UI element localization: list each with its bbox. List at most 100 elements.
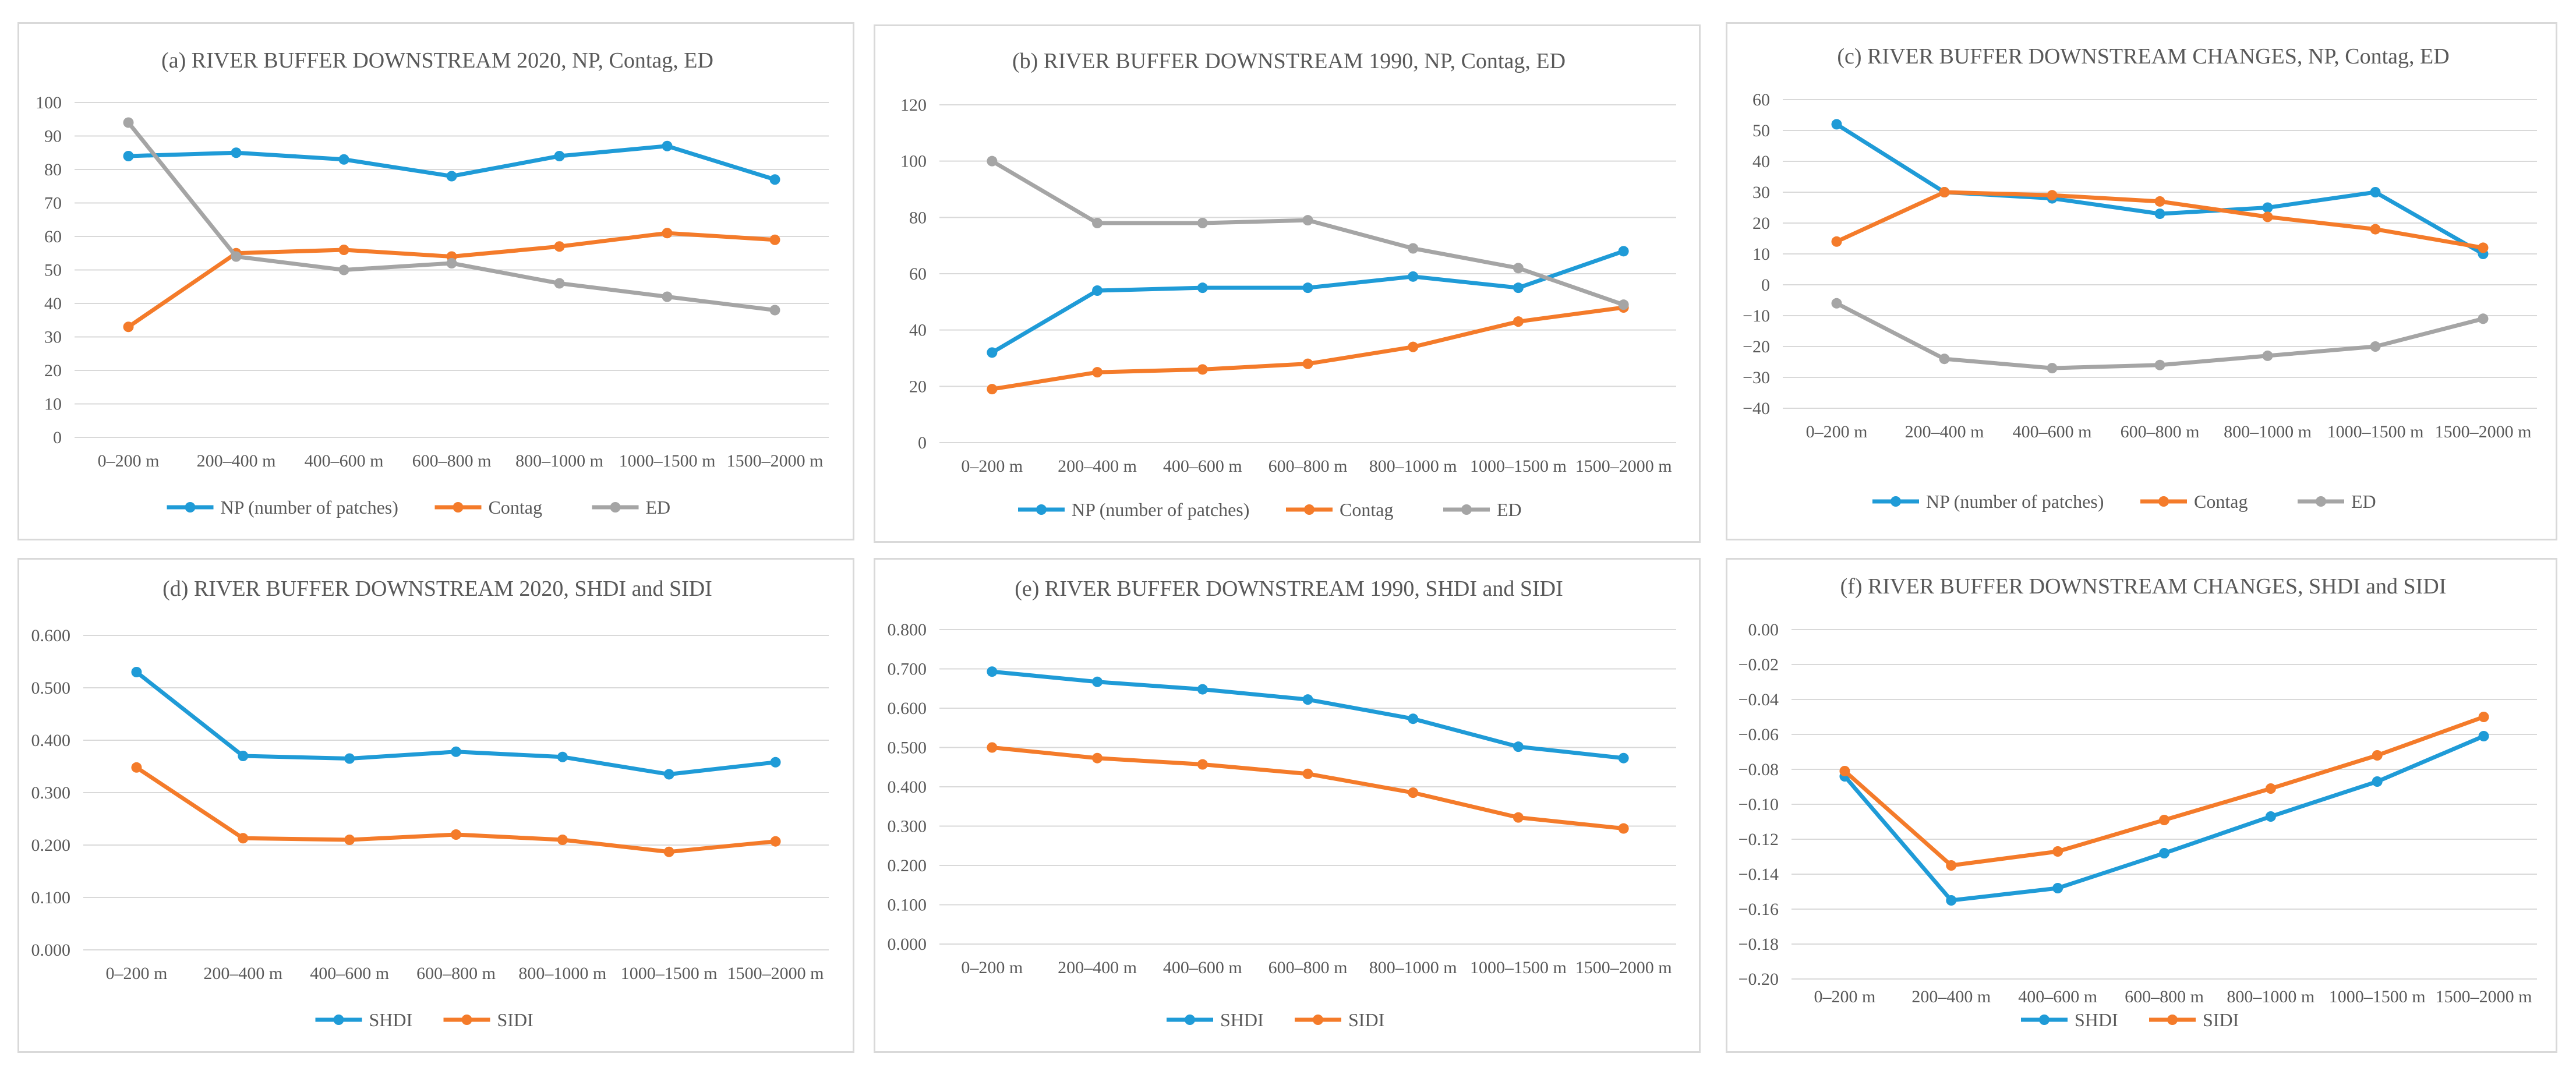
- chart-title-e: (e) RIVER BUFFER DOWNSTREAM 1990, SHDI a…: [1015, 577, 1563, 601]
- data-point-shdi: [1197, 684, 1208, 695]
- legend-item: Contag: [434, 497, 542, 518]
- y-tick-label: 40: [44, 294, 62, 313]
- chart-a: (a) RIVER BUFFER DOWNSTREAM 2020, NP, Co…: [36, 48, 829, 518]
- legend-label: SIDI: [2203, 1009, 2239, 1030]
- data-point-ed: [1408, 243, 1419, 254]
- data-point-np: [2370, 187, 2381, 197]
- legend-marker: [185, 502, 196, 513]
- data-point-contag: [2262, 211, 2273, 222]
- data-point-np: [769, 174, 780, 185]
- y-tick-label: 0: [53, 428, 62, 447]
- legend-label: NP (number of patches): [221, 497, 398, 518]
- data-point-sidi: [2478, 712, 2489, 722]
- chart-b: (b) RIVER BUFFER DOWNSTREAM 1990, NP, Co…: [900, 49, 1676, 520]
- y-tick-label: −30: [1743, 368, 1770, 387]
- data-point-np: [662, 140, 673, 151]
- x-tick-label: 200–400 m: [203, 964, 282, 983]
- y-tick-label: 50: [44, 261, 62, 280]
- data-point-np: [446, 171, 457, 182]
- x-tick-label: 400–600 m: [2013, 422, 2092, 441]
- x-tick-label: 1000–1500 m: [2329, 987, 2426, 1006]
- y-tick-label: −0.06: [1738, 725, 1779, 744]
- data-point-ed: [338, 264, 349, 275]
- data-point-shdi: [2265, 811, 2276, 822]
- chart-panel-b: (b) RIVER BUFFER DOWNSTREAM 1990, NP, Co…: [874, 24, 1701, 543]
- legend-marker: [453, 502, 464, 513]
- legend-label: SIDI: [497, 1009, 533, 1030]
- y-tick-label: 0.400: [888, 777, 927, 797]
- x-tick-label: 800–1000 m: [1369, 958, 1457, 977]
- series-line-contag: [126, 231, 777, 329]
- y-tick-label: 0.300: [888, 817, 927, 836]
- x-tick-label: 0–200 m: [1814, 987, 1876, 1006]
- y-tick-label: 20: [1752, 214, 1770, 233]
- data-point-sidi: [238, 833, 249, 844]
- legend-marker: [2158, 496, 2169, 507]
- data-point-contag: [1092, 367, 1103, 378]
- legend-item: SIDI: [1295, 1009, 1384, 1030]
- y-tick-label: −0.12: [1738, 830, 1779, 849]
- legend-label: Contag: [489, 497, 542, 518]
- data-point-ed: [987, 155, 998, 167]
- data-point-shdi: [131, 667, 142, 677]
- data-point-contag: [2047, 190, 2058, 201]
- y-tick-label: 0.100: [31, 888, 71, 907]
- data-point-np: [554, 151, 565, 161]
- data-point-ed: [1618, 299, 1629, 310]
- data-point-sidi: [2159, 815, 2169, 825]
- x-tick-label: 1500–2000 m: [727, 964, 824, 983]
- y-tick-label: 10: [44, 395, 62, 414]
- chart-title-f: (f) RIVER BUFFER DOWNSTREAM CHANGES, SHD…: [1840, 574, 2447, 599]
- data-point-shdi: [987, 666, 998, 677]
- legend-item: Contag: [2140, 491, 2248, 512]
- x-tick-label: 200–400 m: [1058, 457, 1137, 476]
- chart-panel-d: (d) RIVER BUFFER DOWNSTREAM 2020, SHDI a…: [17, 558, 854, 1053]
- y-tick-label: 60: [1752, 90, 1770, 109]
- data-point-np: [987, 347, 998, 358]
- x-tick-label: 200–400 m: [1058, 958, 1137, 977]
- x-tick-label: 0–200 m: [106, 964, 168, 983]
- data-point-np: [123, 151, 134, 161]
- y-tick-label: 0.500: [31, 678, 71, 698]
- x-tick-label: 0–200 m: [961, 958, 1023, 977]
- data-point-contag: [123, 321, 134, 333]
- chart-e: (e) RIVER BUFFER DOWNSTREAM 1990, SHDI a…: [888, 577, 1676, 1030]
- data-point-contag: [662, 228, 673, 239]
- data-point-sidi: [987, 742, 998, 753]
- x-tick-label: 1000–1500 m: [1470, 457, 1567, 476]
- data-point-np: [1302, 282, 1313, 294]
- data-point-sidi: [1513, 812, 1524, 823]
- data-point-contag: [2370, 224, 2381, 235]
- data-point-sidi: [1946, 860, 1957, 871]
- data-point-np: [2262, 202, 2273, 213]
- data-point-ed: [1939, 354, 1950, 365]
- data-point-ed: [1513, 263, 1524, 274]
- data-point-sidi: [1839, 766, 1850, 776]
- x-tick-label: 400–600 m: [1163, 457, 1242, 476]
- data-point-sidi: [1408, 787, 1419, 798]
- y-tick-label: −10: [1743, 306, 1770, 326]
- data-point-contag: [1302, 358, 1313, 369]
- data-point-contag: [1831, 236, 1842, 247]
- chart-panel-a: (a) RIVER BUFFER DOWNSTREAM 2020, NP, Co…: [17, 22, 854, 540]
- series-line-contag: [990, 305, 1626, 391]
- y-tick-label: 0.400: [31, 731, 71, 750]
- y-tick-label: 70: [44, 194, 62, 213]
- legend-label: SIDI: [1348, 1009, 1384, 1030]
- x-tick-label: 1000–1500 m: [1470, 958, 1567, 977]
- legend-item: NP (number of patches): [1018, 499, 1249, 520]
- y-tick-label: −0.08: [1738, 760, 1779, 779]
- y-tick-label: 90: [44, 127, 62, 146]
- x-tick-label: 800–1000 m: [2224, 422, 2312, 441]
- data-point-np: [1092, 285, 1103, 296]
- data-point-shdi: [1092, 676, 1103, 687]
- data-point-sidi: [1197, 759, 1208, 770]
- data-point-np: [1197, 282, 1208, 294]
- legend-marker: [461, 1015, 472, 1025]
- legend-marker: [610, 502, 621, 513]
- x-tick-label: 800–1000 m: [515, 451, 603, 471]
- data-point-sidi: [451, 829, 461, 840]
- data-point-ed: [2154, 359, 2165, 370]
- y-tick-label: 20: [909, 377, 927, 396]
- data-point-sidi: [557, 835, 568, 845]
